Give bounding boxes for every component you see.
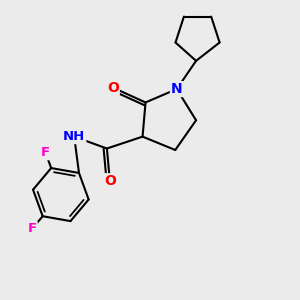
Text: NH: NH bbox=[63, 130, 85, 143]
Text: N: N bbox=[171, 82, 183, 96]
Text: F: F bbox=[28, 222, 37, 235]
Text: F: F bbox=[41, 146, 50, 159]
Text: O: O bbox=[104, 174, 116, 188]
Text: O: O bbox=[107, 81, 119, 94]
